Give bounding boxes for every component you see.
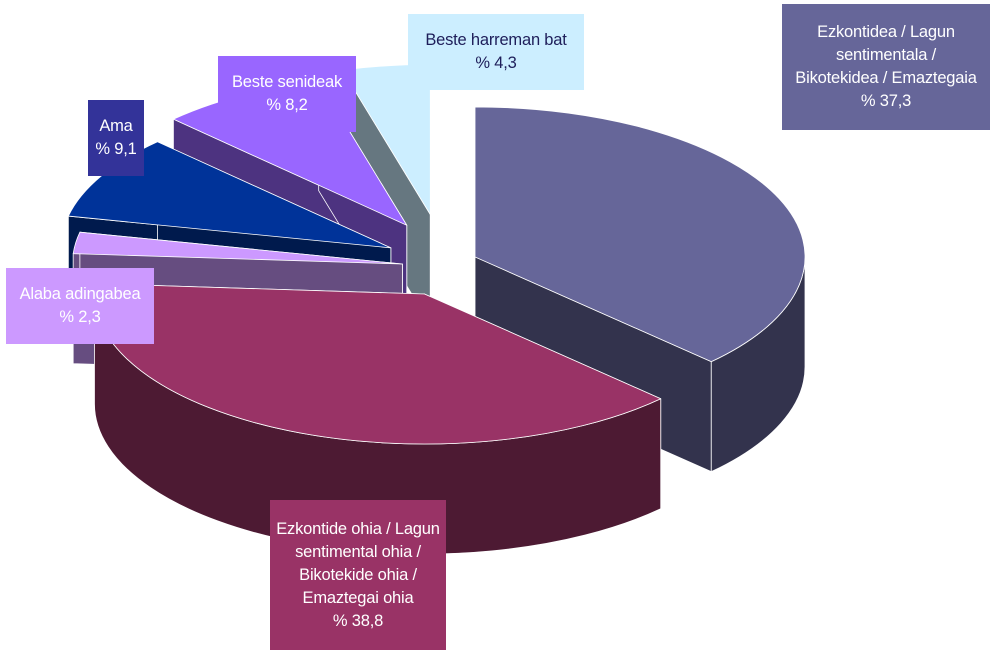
- slice-value-label: % 2,3: [59, 308, 101, 326]
- slice-label-ezkontidea: Ezkontidea / Lagun sentimentala / Bikote…: [782, 4, 990, 130]
- slice-label-beste-harreman-bat: Beste harreman bat % 4,3: [408, 14, 584, 90]
- slice-label-line: Bikotekide ohia /: [299, 565, 417, 584]
- slice-label-line: Ezkontide ohia / Lagun: [276, 519, 440, 538]
- slice-value-label: % 38,8: [332, 611, 384, 630]
- slice-label-ezkontide-ohia: Ezkontide ohia / Lagun sentimental ohia …: [270, 500, 446, 650]
- pie-slice: [474, 106, 806, 363]
- slice-value-label: % 9,1: [95, 140, 137, 158]
- slice-label-line: Ezkontidea / Lagun: [817, 23, 955, 41]
- slice-label-line: Emaztegai ohia: [302, 588, 414, 607]
- pie-slice: [72, 231, 403, 265]
- slice-value-label: % 37,3: [860, 92, 912, 110]
- slice-label-beste-senideak: Beste senideak % 8,2: [218, 56, 356, 132]
- slice-label-line: sentimentala /: [836, 46, 936, 64]
- slice-value-label: % 4,3: [475, 54, 517, 72]
- slice-label-ama: Ama % 9,1: [88, 100, 144, 176]
- slice-value-label: % 8,2: [266, 96, 308, 114]
- slice-label-line: Alaba adingabea: [19, 285, 141, 303]
- slice-label-line: Beste harreman bat: [425, 31, 567, 49]
- slice-label-line: sentimental ohia /: [295, 542, 421, 561]
- slice-label-line: Bikotekidea / Emaztegaia: [795, 69, 977, 87]
- slice-label-line: Ama: [99, 117, 133, 135]
- slice-label-alaba-adingabea: Alaba adingabea % 2,3: [6, 268, 154, 344]
- slice-label-line: Beste senideak: [231, 73, 343, 91]
- pie-slice: [67, 141, 392, 249]
